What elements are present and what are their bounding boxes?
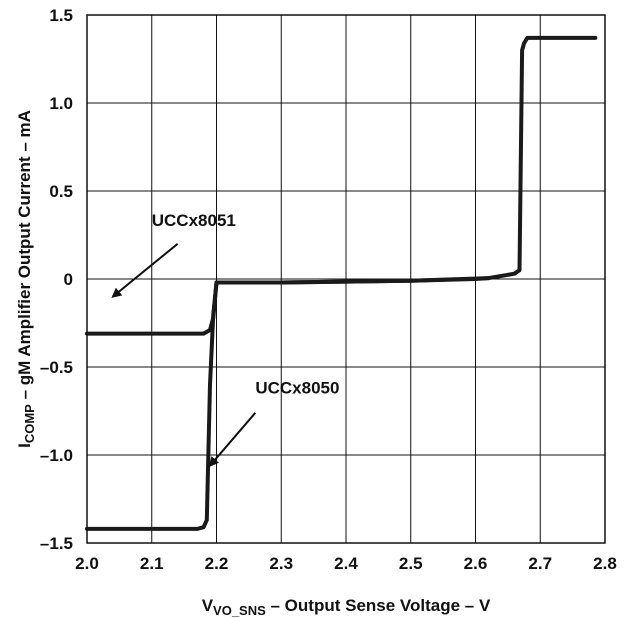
- x-tick-label: 2.4: [334, 554, 358, 573]
- x-tick-label: 2.8: [593, 554, 617, 573]
- x-tick-label: 2.5: [399, 554, 423, 573]
- series-line-uccx8051: [85, 276, 491, 336]
- tick-labels: 2.0 2.1 2.2 2.3 2.4 2.5 2.6 2.7 2.8 –1.5 –1.0 –0.5 0…: [40, 6, 617, 573]
- annotation-arrow: [208, 412, 257, 468]
- series-line-uccx8050: [85, 35, 598, 531]
- series-uccx8051: [85, 276, 491, 336]
- series-uccx8050: [85, 35, 598, 531]
- annotations: UCCx8051 UCCx8050: [111, 211, 339, 468]
- x-axis-label-subscript: VO_SNS: [213, 603, 266, 618]
- annotation-label: UCCx8050: [255, 378, 339, 397]
- annotation-uccx8051: UCCx8051: [111, 211, 236, 298]
- x-tick-label: 2.6: [464, 554, 488, 573]
- y-tick-label: 0: [64, 270, 73, 289]
- x-tick-label: 2.2: [205, 554, 229, 573]
- y-tick-label: 1.0: [49, 94, 73, 113]
- y-axis-label-subscript: COMP: [22, 404, 37, 443]
- annotation-uccx8050: UCCx8050: [208, 378, 339, 468]
- x-tick-label: 2.0: [75, 554, 99, 573]
- y-axis-label-main: I: [15, 443, 34, 448]
- x-tick-label: 2.3: [269, 554, 293, 573]
- y-tick-label: 1.5: [49, 6, 73, 25]
- grid: [87, 15, 605, 543]
- y-tick-label: –0.5: [40, 358, 73, 377]
- x-axis-label-main: V: [202, 596, 214, 615]
- data-series: [85, 35, 598, 531]
- x-axis-label: VVO_SNS – Output Sense Voltage – V: [202, 596, 491, 618]
- y-tick-label: 0.5: [49, 182, 73, 201]
- y-tick-label: –1.0: [40, 446, 73, 465]
- y-tick-label: –1.5: [40, 534, 73, 553]
- x-tick-label: 2.7: [528, 554, 552, 573]
- x-axis-label-rest: – Output Sense Voltage – V: [266, 596, 491, 615]
- plot-frame: [86, 14, 606, 544]
- annotation-arrow: [111, 243, 179, 298]
- y-axis-label: ICOMP – gM Amplifier Output Current – mA: [15, 110, 37, 448]
- annotation-label: UCCx8051: [152, 211, 236, 230]
- y-axis-label-rest: – gM Amplifier Output Current – mA: [15, 110, 34, 404]
- x-tick-label: 2.1: [140, 554, 164, 573]
